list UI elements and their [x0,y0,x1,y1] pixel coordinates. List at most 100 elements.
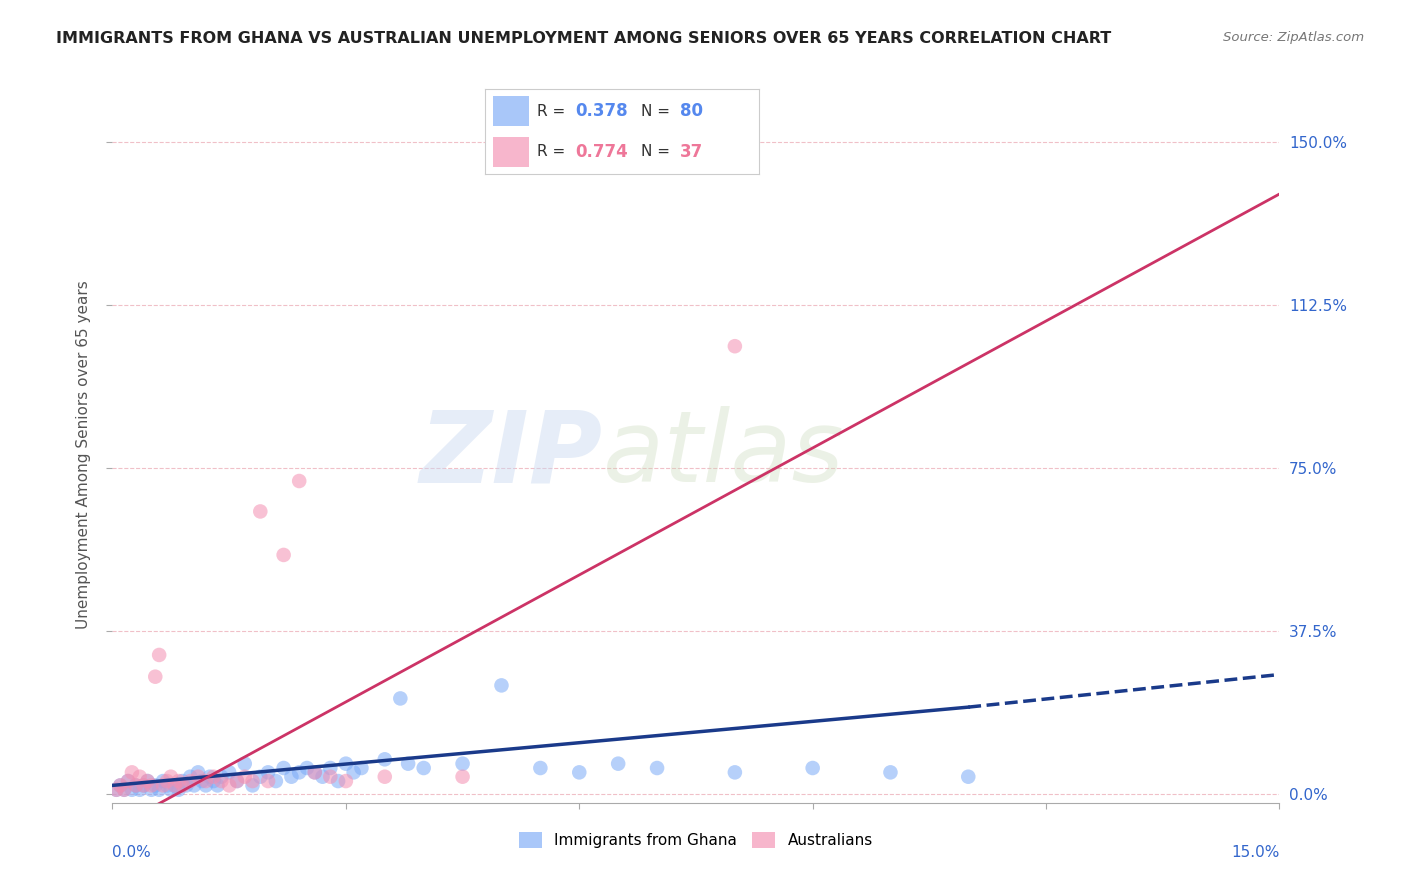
Point [136,774,159,789]
Point [233,756,256,771]
Text: R =: R = [537,103,571,119]
Point [451,770,474,784]
Point [273,761,295,775]
Point [202,774,225,789]
Point [343,765,366,780]
Y-axis label: Unemployment Among Seniors over 65 years: Unemployment Among Seniors over 65 years [76,281,91,629]
Point [110,778,132,793]
Point [233,770,256,784]
Point [167,774,190,789]
Text: atlas: atlas [603,407,844,503]
Point [226,774,249,789]
Point [105,782,128,797]
Point [226,774,249,789]
Point [412,761,434,775]
Point [105,782,128,797]
Point [125,778,148,793]
Point [112,782,135,797]
Point [242,774,264,789]
Point [249,770,271,784]
Point [132,778,155,793]
Point [264,774,287,789]
Point [172,778,194,793]
Point [218,765,240,780]
Point [304,765,326,780]
Point [163,778,186,793]
Point [143,778,166,793]
Text: IMMIGRANTS FROM GHANA VS AUSTRALIAN UNEMPLOYMENT AMONG SENIORS OVER 65 YEARS COR: IMMIGRANTS FROM GHANA VS AUSTRALIAN UNEM… [56,31,1112,46]
Point [801,761,824,775]
Point [288,474,311,488]
Point [568,765,591,780]
Point [160,782,183,797]
Text: Source: ZipAtlas.com: Source: ZipAtlas.com [1223,31,1364,45]
Text: 0.378: 0.378 [575,103,628,120]
Text: N =: N = [641,145,675,160]
Point [218,778,240,793]
Point [163,778,186,793]
Point [198,770,221,784]
Point [141,782,163,797]
Point [326,774,349,789]
Point [117,774,139,789]
Point [724,339,747,353]
Point [148,782,170,797]
Point [152,778,174,793]
Point [304,765,326,780]
Point [183,778,205,793]
Point [491,678,513,692]
Bar [494,136,529,167]
Point [194,774,217,789]
Point [132,778,155,793]
Point [257,765,280,780]
Point [125,778,148,793]
Point [160,770,183,784]
Point [374,770,396,784]
Point [879,765,901,780]
Point [645,761,668,775]
Point [529,761,551,775]
Text: N =: N = [641,103,675,119]
Point [202,770,225,784]
Text: 0.774: 0.774 [575,143,628,161]
Point [311,770,333,784]
Point [724,765,747,780]
Point [396,756,419,771]
Point [191,774,214,789]
Point [179,774,201,789]
Point [112,782,135,797]
Point [128,770,150,784]
Point [121,782,143,797]
Point [957,770,980,784]
Point [176,778,198,793]
Point [128,782,150,797]
Text: 80: 80 [679,103,703,120]
Point [257,774,280,789]
Point [110,778,132,793]
Point [187,765,209,780]
Bar [494,96,529,127]
Point [273,548,295,562]
Point [148,648,170,662]
Point [156,774,179,789]
Text: 37: 37 [679,143,703,161]
Point [242,778,264,793]
Point [141,778,163,793]
Point [607,756,630,771]
Point [194,778,217,793]
Point [207,778,229,793]
Point [280,770,302,784]
Point [179,770,201,784]
Point [335,774,357,789]
Text: 0.0%: 0.0% [112,845,152,860]
Point [374,752,396,766]
Point [167,782,190,797]
Point [451,756,474,771]
Point [319,761,342,775]
Point [319,770,342,784]
Point [121,765,143,780]
Text: ZIP: ZIP [419,407,603,503]
Point [350,761,373,775]
Point [143,670,166,684]
Text: R =: R = [537,145,571,160]
